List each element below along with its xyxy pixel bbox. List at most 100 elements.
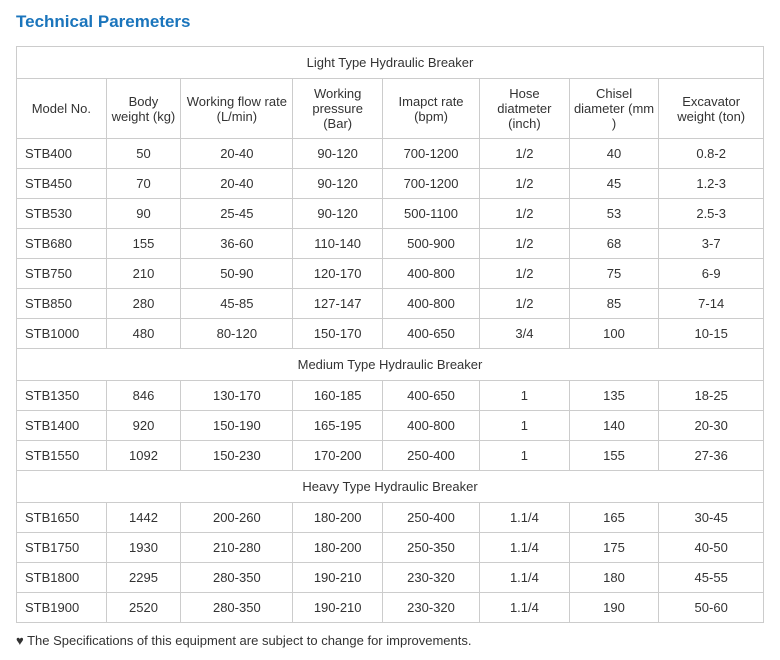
table-cell: 165 bbox=[569, 503, 659, 533]
table-cell: 68 bbox=[569, 229, 659, 259]
table-cell: 40 bbox=[569, 139, 659, 169]
table-cell: 1/2 bbox=[480, 139, 570, 169]
table-cell: 20-40 bbox=[181, 139, 293, 169]
table-cell: 400-800 bbox=[382, 411, 479, 441]
section-label: Light Type Hydraulic Breaker bbox=[17, 47, 764, 79]
table-cell: STB530 bbox=[17, 199, 107, 229]
table-cell: 920 bbox=[106, 411, 181, 441]
table-cell: 120-170 bbox=[293, 259, 383, 289]
table-cell: 280 bbox=[106, 289, 181, 319]
table-cell: 400-650 bbox=[382, 319, 479, 349]
page-title: Technical Paremeters bbox=[16, 12, 764, 32]
table-cell: 85 bbox=[569, 289, 659, 319]
table-cell: 180-200 bbox=[293, 533, 383, 563]
table-cell: 100 bbox=[569, 319, 659, 349]
table-cell: 250-400 bbox=[382, 441, 479, 471]
table-cell: 1442 bbox=[106, 503, 181, 533]
table-cell: 210-280 bbox=[181, 533, 293, 563]
table-cell: STB1350 bbox=[17, 381, 107, 411]
section-label: Medium Type Hydraulic Breaker bbox=[17, 349, 764, 381]
table-cell: 70 bbox=[106, 169, 181, 199]
table-cell: 127-147 bbox=[293, 289, 383, 319]
table-cell: STB1550 bbox=[17, 441, 107, 471]
section-label: Heavy Type Hydraulic Breaker bbox=[17, 471, 764, 503]
table-cell: 700-1200 bbox=[382, 139, 479, 169]
table-cell: 846 bbox=[106, 381, 181, 411]
table-cell: 2295 bbox=[106, 563, 181, 593]
table-cell: 110-140 bbox=[293, 229, 383, 259]
table-cell: 45-55 bbox=[659, 563, 764, 593]
table-row: STB85028045-85127-147400-8001/2857-14 bbox=[17, 289, 764, 319]
table-cell: 1 bbox=[480, 441, 570, 471]
table-cell: 200-260 bbox=[181, 503, 293, 533]
table-cell: 1092 bbox=[106, 441, 181, 471]
table-cell: 25-45 bbox=[181, 199, 293, 229]
table-cell: 150-170 bbox=[293, 319, 383, 349]
table-cell: 0.8-2 bbox=[659, 139, 764, 169]
table-cell: 1.1/4 bbox=[480, 593, 570, 623]
table-row: STB100048080-120150-170400-6503/410010-1… bbox=[17, 319, 764, 349]
table-cell: STB680 bbox=[17, 229, 107, 259]
table-cell: STB750 bbox=[17, 259, 107, 289]
table-cell: 1/2 bbox=[480, 229, 570, 259]
table-cell: 30-45 bbox=[659, 503, 764, 533]
table-cell: 160-185 bbox=[293, 381, 383, 411]
table-cell: 1.2-3 bbox=[659, 169, 764, 199]
table-cell: 40-50 bbox=[659, 533, 764, 563]
table-cell: STB1900 bbox=[17, 593, 107, 623]
table-cell: 20-40 bbox=[181, 169, 293, 199]
column-header: Body weight (kg) bbox=[106, 79, 181, 139]
table-cell: 80-120 bbox=[181, 319, 293, 349]
table-cell: 1.1/4 bbox=[480, 533, 570, 563]
table-cell: 400-800 bbox=[382, 259, 479, 289]
table-cell: STB400 bbox=[17, 139, 107, 169]
table-row: STB75021050-90120-170400-8001/2756-9 bbox=[17, 259, 764, 289]
table-cell: 1/2 bbox=[480, 289, 570, 319]
footnote: ♥ The Specifications of this equipment a… bbox=[16, 633, 764, 648]
table-cell: STB850 bbox=[17, 289, 107, 319]
table-cell: 230-320 bbox=[382, 563, 479, 593]
table-row: STB5309025-4590-120500-11001/2532.5-3 bbox=[17, 199, 764, 229]
table-cell: 7-14 bbox=[659, 289, 764, 319]
table-cell: 165-195 bbox=[293, 411, 383, 441]
table-row: STB4005020-4090-120700-12001/2400.8-2 bbox=[17, 139, 764, 169]
table-row: STB4507020-4090-120700-12001/2451.2-3 bbox=[17, 169, 764, 199]
table-cell: 90-120 bbox=[293, 199, 383, 229]
table-row: STB15501092150-230170-200250-400115527-3… bbox=[17, 441, 764, 471]
table-cell: 150-230 bbox=[181, 441, 293, 471]
table-cell: 90-120 bbox=[293, 169, 383, 199]
table-cell: STB1750 bbox=[17, 533, 107, 563]
table-cell: 190-210 bbox=[293, 563, 383, 593]
column-header: Hose diatmeter (inch) bbox=[480, 79, 570, 139]
table-row: STB68015536-60110-140500-9001/2683-7 bbox=[17, 229, 764, 259]
table-row: STB16501442200-260180-200250-4001.1/4165… bbox=[17, 503, 764, 533]
table-cell: 10-15 bbox=[659, 319, 764, 349]
table-cell: 250-350 bbox=[382, 533, 479, 563]
table-cell: 250-400 bbox=[382, 503, 479, 533]
table-cell: 1.1/4 bbox=[480, 503, 570, 533]
table-row: STB19002520280-350190-210230-3201.1/4190… bbox=[17, 593, 764, 623]
table-cell: 190 bbox=[569, 593, 659, 623]
table-cell: 180-200 bbox=[293, 503, 383, 533]
table-cell: 27-36 bbox=[659, 441, 764, 471]
column-header: Model No. bbox=[17, 79, 107, 139]
table-cell: 90-120 bbox=[293, 139, 383, 169]
table-cell: 53 bbox=[569, 199, 659, 229]
table-cell: 1/2 bbox=[480, 169, 570, 199]
table-cell: 175 bbox=[569, 533, 659, 563]
table-cell: STB1000 bbox=[17, 319, 107, 349]
table-cell: 400-650 bbox=[382, 381, 479, 411]
table-cell: 6-9 bbox=[659, 259, 764, 289]
table-cell: 280-350 bbox=[181, 593, 293, 623]
table-cell: 36-60 bbox=[181, 229, 293, 259]
table-cell: 50-90 bbox=[181, 259, 293, 289]
spec-table: Light Type Hydraulic BreakerModel No.Bod… bbox=[16, 46, 764, 623]
table-row: STB1400920150-190165-195400-800114020-30 bbox=[17, 411, 764, 441]
table-cell: 1/2 bbox=[480, 259, 570, 289]
table-cell: 700-1200 bbox=[382, 169, 479, 199]
table-cell: 2.5-3 bbox=[659, 199, 764, 229]
table-row: STB17501930210-280180-200250-3501.1/4175… bbox=[17, 533, 764, 563]
table-cell: STB1400 bbox=[17, 411, 107, 441]
column-header: Working flow rate (L/min) bbox=[181, 79, 293, 139]
table-cell: 500-1100 bbox=[382, 199, 479, 229]
